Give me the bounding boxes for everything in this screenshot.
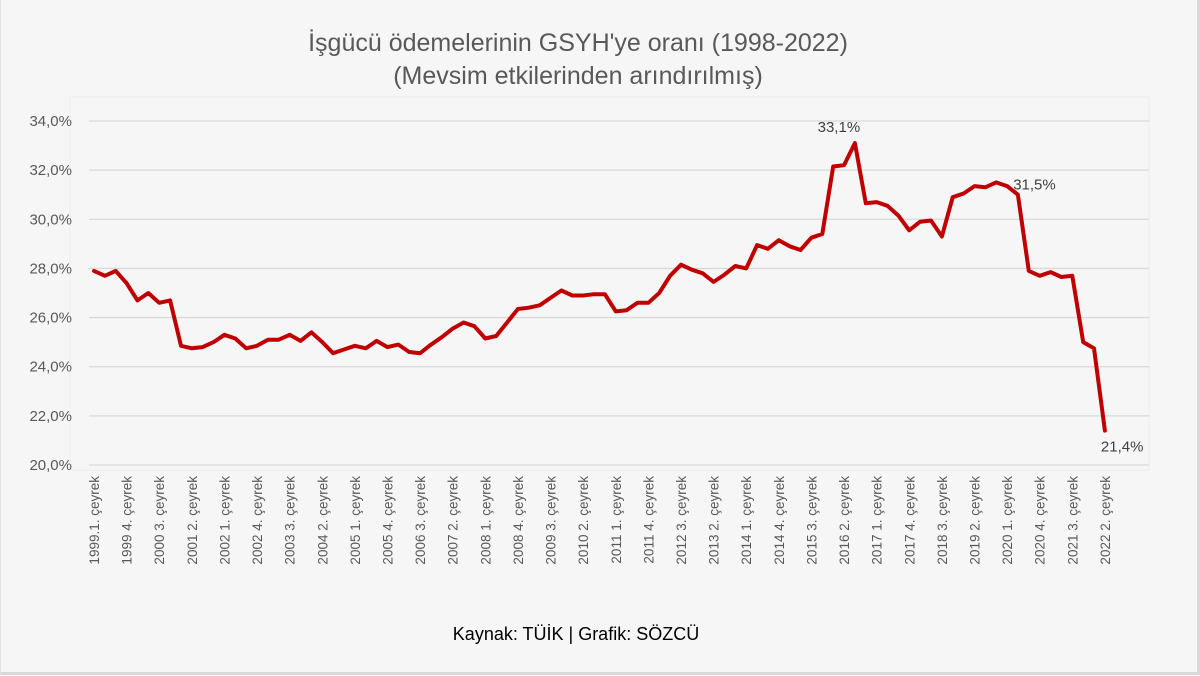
y-tick-label: 32,0% bbox=[29, 162, 72, 179]
data-label: 21,4% bbox=[1101, 439, 1144, 456]
chart-title: İşgücü ödemelerinin GSYH'ye oranı (1998-… bbox=[308, 28, 848, 57]
x-tick-label: 2017 1. çeyrek bbox=[870, 476, 885, 565]
x-tick-label: 2014 1. çeyrek bbox=[739, 476, 754, 565]
x-tick-label: 2008 4. çeyrek bbox=[511, 476, 526, 565]
data-label: 33,1% bbox=[818, 119, 861, 136]
x-tick-label: 1999.1. çeyrek bbox=[87, 476, 102, 565]
x-tick-label: 2012 3. çeyrek bbox=[674, 476, 689, 565]
x-tick-label: 2009 3. çeyrek bbox=[544, 476, 559, 565]
source-footer: Kaynak: TÜİK | Grafik: SÖZCÜ bbox=[453, 624, 699, 644]
x-tick-label: 2002 4. çeyrek bbox=[250, 476, 265, 565]
x-tick-label: 2005 1. çeyrek bbox=[348, 476, 363, 565]
x-tick-label: 1999 4. çeyrek bbox=[120, 476, 135, 565]
y-tick-label: 30,0% bbox=[29, 211, 72, 228]
series-layer bbox=[92, 141, 1107, 433]
x-tick-label: 2020 4. çeyrek bbox=[1033, 476, 1048, 565]
x-tick-label: 2002 1. çeyrek bbox=[217, 476, 232, 565]
x-tick-label: 2003 3. çeyrek bbox=[283, 476, 298, 565]
y-axis-ticks: 20,0% 22,0% 24,0% 26,0% 28,0% 30,0% 32,0% 34,0% bbox=[29, 113, 72, 474]
x-tick-label: 2015 3. çeyrek bbox=[804, 476, 819, 565]
series-line bbox=[92, 141, 1107, 433]
x-tick-label: 2017 4. çeyrek bbox=[902, 476, 917, 565]
y-tick-label: 34,0% bbox=[29, 113, 72, 130]
x-tick-label: 2016 2. çeyrek bbox=[837, 476, 852, 565]
x-tick-label: 2011 1. çeyrek bbox=[609, 476, 624, 564]
x-tick-label: 2022 2. çeyrek bbox=[1098, 476, 1113, 565]
y-tick-label: 20,0% bbox=[29, 457, 72, 474]
x-tick-label: 2001 2. çeyrek bbox=[185, 476, 200, 565]
data-labels: 33,1% 31,5% 21,4% bbox=[818, 119, 1144, 455]
chart-subtitle: (Mevsim etkilerinden arındırılmış) bbox=[393, 62, 763, 90]
x-tick-label: 2011 4. çeyrek bbox=[641, 476, 656, 564]
x-tick-label: 2006 3. çeyrek bbox=[413, 476, 428, 565]
y-tick-label: 24,0% bbox=[29, 359, 72, 376]
y-tick-label: 26,0% bbox=[29, 310, 72, 327]
y-tick-label: 28,0% bbox=[29, 260, 72, 277]
x-tick-label: 2021 3. çeyrek bbox=[1065, 476, 1080, 565]
y-tick-label: 22,0% bbox=[29, 408, 72, 425]
x-tick-label: 2020 1. çeyrek bbox=[1000, 476, 1015, 565]
x-tick-label: 2008 1. çeyrek bbox=[478, 476, 493, 565]
plot-area bbox=[69, 96, 1150, 471]
x-tick-label: 2007 2. çeyrek bbox=[446, 476, 461, 565]
x-tick-label: 2013 2. çeyrek bbox=[707, 476, 722, 565]
x-tick-label: 2018 3. çeyrek bbox=[935, 476, 950, 565]
x-tick-label: 2014 4. çeyrek bbox=[772, 476, 787, 565]
x-tick-label: 2019 2. çeyrek bbox=[967, 476, 982, 565]
gridlines bbox=[89, 120, 1149, 466]
x-tick-label: 2010 2. çeyrek bbox=[576, 476, 591, 565]
data-label: 31,5% bbox=[1013, 176, 1056, 193]
x-tick-label: 2004 2. çeyrek bbox=[315, 476, 330, 565]
x-axis-ticks: 1999.1. çeyrek 1999 4. çeyrek 2000 3. çeyr… bbox=[87, 476, 1113, 565]
x-tick-label: 2005 4. çeyrek bbox=[380, 476, 395, 565]
x-tick-label: 2000 3. çeyrek bbox=[152, 476, 167, 565]
